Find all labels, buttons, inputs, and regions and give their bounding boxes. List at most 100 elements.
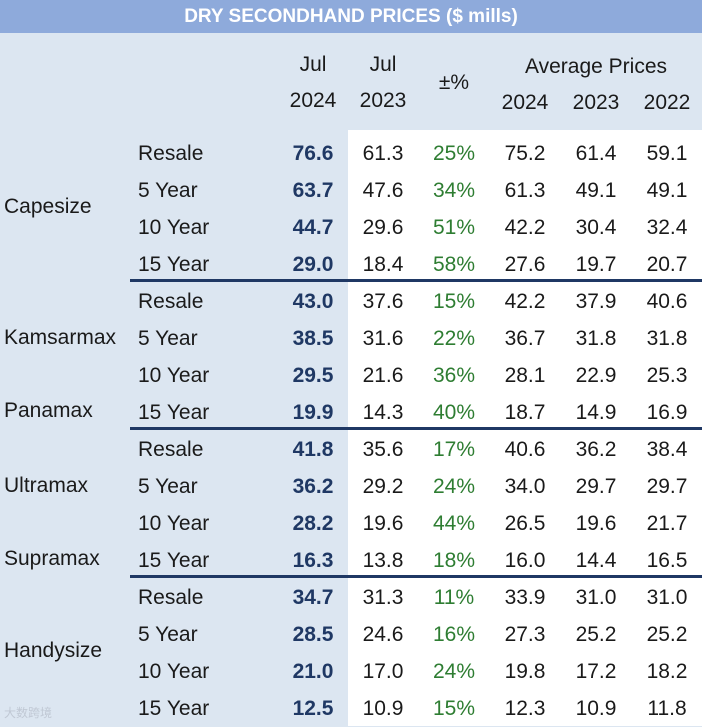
age-label: 10 Year <box>138 216 210 239</box>
age-label: 15 Year <box>138 697 210 720</box>
change-value: 24% <box>432 475 476 498</box>
avg-2024-value: 27.6 <box>504 253 546 276</box>
avg-2024-value: 12.3 <box>504 697 546 720</box>
header-avg-2022: 2022 <box>643 91 691 114</box>
jul24-value: 63.7 <box>292 179 334 202</box>
avg-2024-value: 75.2 <box>504 142 546 165</box>
avg-2023-value: 31.8 <box>575 327 617 350</box>
avg-2023-value: 10.9 <box>575 697 617 720</box>
jul23-value: 31.3 <box>362 586 404 609</box>
header-change: ±% <box>438 71 470 94</box>
age-label: Resale <box>138 438 204 461</box>
age-label: 10 Year <box>138 512 210 535</box>
jul24-value: 43.0 <box>292 290 334 313</box>
header-jul23-year: 2023 <box>359 89 407 112</box>
avg-2024-value: 34.0 <box>504 475 546 498</box>
avg-2022-value: 25.2 <box>646 623 688 646</box>
avg-2024-value: 33.9 <box>504 586 546 609</box>
avg-2023-value: 14.9 <box>575 401 617 424</box>
jul23-value: 29.6 <box>362 216 404 239</box>
avg-2022-value: 16.5 <box>646 549 688 572</box>
age-label: Resale <box>138 290 204 313</box>
jul24-value: 34.7 <box>292 586 334 609</box>
avg-2023-value: 22.9 <box>575 364 617 387</box>
avg-2023-value: 37.9 <box>575 290 617 313</box>
avg-2024-value: 61.3 <box>504 179 546 202</box>
jul23-value: 19.6 <box>362 512 404 535</box>
jul24-value: 38.5 <box>292 327 334 350</box>
avg-2023-value: 19.7 <box>575 253 617 276</box>
avg-2023-value: 25.2 <box>575 623 617 646</box>
avg-2022-value: 25.3 <box>646 364 688 387</box>
jul23-value: 37.6 <box>362 290 404 313</box>
jul-2024-column-band <box>278 33 348 726</box>
jul24-value: 76.6 <box>292 142 334 165</box>
age-label: 5 Year <box>138 179 198 202</box>
change-value: 16% <box>432 623 476 646</box>
group-separator <box>130 279 702 282</box>
avg-2023-value: 14.4 <box>575 549 617 572</box>
jul24-value: 12.5 <box>292 697 334 720</box>
jul24-value: 29.5 <box>292 364 334 387</box>
header-avg-2023: 2023 <box>572 91 620 114</box>
avg-2023-value: 19.6 <box>575 512 617 535</box>
age-label: Resale <box>138 586 204 609</box>
group-separator <box>130 575 702 578</box>
jul23-value: 13.8 <box>362 549 404 572</box>
avg-2024-value: 26.5 <box>504 512 546 535</box>
jul24-value: 28.5 <box>292 623 334 646</box>
change-value: 40% <box>432 401 476 424</box>
avg-2023-value: 29.7 <box>575 475 617 498</box>
watermark-text: 大数跨境 <box>4 706 53 720</box>
jul23-value: 24.6 <box>362 623 404 646</box>
table-title: DRY SECONDHAND PRICES ($ mills) <box>0 0 702 33</box>
change-value: 15% <box>432 290 476 313</box>
jul24-value: 29.0 <box>292 253 334 276</box>
header-jul23-month: Jul <box>369 53 397 76</box>
jul23-value: 21.6 <box>362 364 404 387</box>
avg-2024-value: 36.7 <box>504 327 546 350</box>
avg-2022-value: 11.8 <box>647 697 687 720</box>
jul23-value: 31.6 <box>362 327 404 350</box>
group-label-supramax: Supramax <box>4 547 100 570</box>
avg-2022-value: 18.2 <box>646 660 688 683</box>
avg-2022-value: 59.1 <box>646 142 688 165</box>
group-label-kamsarmax: Kamsarmax <box>4 326 117 349</box>
avg-2022-value: 29.7 <box>646 475 688 498</box>
group-label-handysize: Handysize <box>4 639 103 662</box>
header-jul24-year: 2024 <box>289 89 337 112</box>
jul23-value: 14.3 <box>362 401 404 424</box>
jul24-value: 19.9 <box>292 401 334 424</box>
avg-2024-value: 27.3 <box>504 623 546 646</box>
avg-2022-value: 31.8 <box>646 327 688 350</box>
avg-2022-value: 31.0 <box>646 586 688 609</box>
age-label: 10 Year <box>138 364 210 387</box>
avg-2024-value: 42.2 <box>504 216 546 239</box>
change-value: 25% <box>432 142 476 165</box>
age-label: 15 Year <box>138 401 210 424</box>
avg-2023-value: 31.0 <box>575 586 617 609</box>
jul24-value: 36.2 <box>292 475 334 498</box>
jul23-value: 10.9 <box>362 697 404 720</box>
jul24-value: 44.7 <box>292 216 334 239</box>
avg-2024-value: 40.6 <box>504 438 546 461</box>
group-separator <box>130 427 702 430</box>
avg-2023-value: 61.4 <box>575 142 617 165</box>
jul23-value: 18.4 <box>362 253 404 276</box>
change-value: 18% <box>432 549 476 572</box>
change-value: 15% <box>432 697 476 720</box>
avg-2024-value: 19.8 <box>504 660 546 683</box>
avg-2023-value: 30.4 <box>575 216 617 239</box>
age-label: 5 Year <box>138 623 198 646</box>
change-value: 51% <box>432 216 476 239</box>
avg-2024-value: 16.0 <box>504 549 546 572</box>
avg-2022-value: 38.4 <box>646 438 688 461</box>
jul24-value: 41.8 <box>292 438 334 461</box>
change-value: 58% <box>432 253 476 276</box>
avg-2022-value: 32.4 <box>646 216 688 239</box>
change-value: 22% <box>432 327 476 350</box>
avg-2022-value: 20.7 <box>646 253 688 276</box>
group-label-capesize: Capesize <box>4 195 92 218</box>
avg-2024-value: 18.7 <box>504 401 546 424</box>
jul23-value: 35.6 <box>362 438 404 461</box>
